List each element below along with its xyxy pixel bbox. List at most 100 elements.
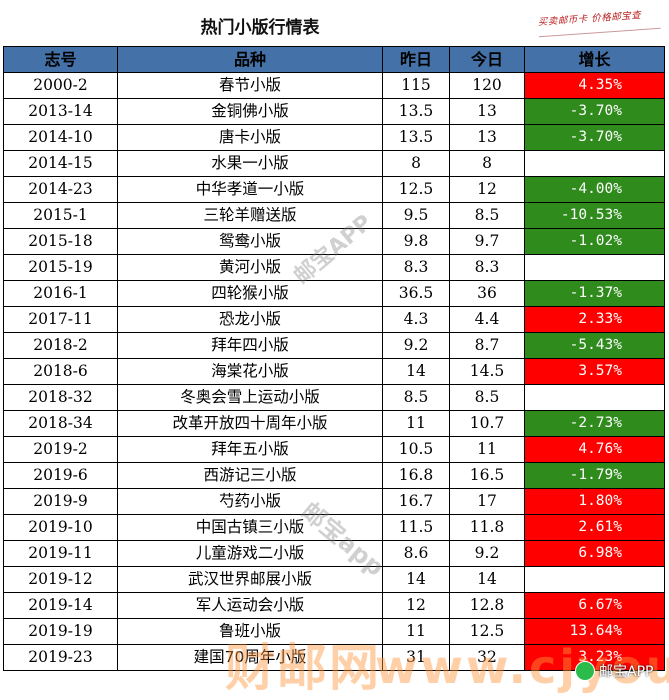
cell-yesterday: 115 <box>382 72 450 99</box>
cell-today: 4.4 <box>449 306 525 333</box>
cell-change <box>524 384 665 411</box>
table-row[interactable]: 2018-6 海棠花小版 14 14.5 3.57% <box>3 358 665 385</box>
table-body: 2000-2 春节小版 115 120 4.35% 2013-14 金铜佛小版 13.5 13-… <box>3 72 665 671</box>
cell-change: 2.61% <box>524 514 665 541</box>
cell-today: 8.5 <box>449 384 525 411</box>
cell-today: 11 <box>449 436 525 463</box>
table-row[interactable]: 2019-12 武汉世界邮展小版 14 14 <box>3 566 665 593</box>
table-row[interactable]: 2019-2 拜年五小版 10.5 11 4.76% <box>3 436 665 463</box>
price-table: 志号 品种 昨日 今日 增长 2000-2 春节小版 115 120 4.35% 2013… <box>3 46 665 671</box>
cell-today: 12.5 <box>449 618 525 645</box>
cell-change <box>524 150 665 177</box>
cell-today: 8 <box>449 150 525 177</box>
table-row[interactable]: 2013-14 金铜佛小版 13.5 13 -3.70% <box>3 98 665 125</box>
cell-name: 恐龙小版 <box>117 306 383 333</box>
header-change[interactable]: 增长 <box>524 46 665 73</box>
cell-name: 军人运动会小版 <box>117 592 383 619</box>
cell-name: 拜年五小版 <box>117 436 383 463</box>
table-row[interactable]: 2018-2 拜年四小版 9.2 8.7 -5.43% <box>3 332 665 359</box>
cell-change: 4.35% <box>524 72 665 99</box>
table-row[interactable]: 2019-11 儿童游戏二小版 8.6 9.2 6.98% <box>3 540 665 567</box>
table-row[interactable]: 2014-10 唐卡小版 13.5 13 -3.70% <box>3 124 665 151</box>
cell-name: 水果一小版 <box>117 150 383 177</box>
cell-yesterday: 12.5 <box>382 176 450 203</box>
cell-code: 2013-14 <box>3 98 118 125</box>
table-row[interactable]: 2015-1 三轮羊赠送版 9.5 8.5 -10.53% <box>3 202 665 229</box>
cell-name: 冬奥会雪上运动小版 <box>117 384 383 411</box>
cell-code: 2015-19 <box>3 254 118 281</box>
cell-code: 2019-2 <box>3 436 118 463</box>
cell-code: 2019-14 <box>3 592 118 619</box>
cell-change: 3.23% <box>524 644 665 671</box>
cell-yesterday: 9.8 <box>382 228 450 255</box>
header-code[interactable]: 志号 <box>3 46 118 73</box>
cell-today: 120 <box>449 72 525 99</box>
cell-today: 9.7 <box>449 228 525 255</box>
cell-today: 12 <box>449 176 525 203</box>
cell-yesterday: 9.5 <box>382 202 450 229</box>
sheet-title: 热门小版行情表 <box>200 17 320 38</box>
cell-name: 中华孝道一小版 <box>117 176 383 203</box>
seal-stamp: 买卖邮币卡 价格邮宝查 <box>537 5 661 38</box>
table-row[interactable]: 2016-1 四轮猴小版 36.5 36 -1.37% <box>3 280 665 307</box>
table-row[interactable]: 2000-2 春节小版 115 120 4.35% <box>3 72 665 99</box>
table-row[interactable]: 2019-6 西游记三小版 16.8 16.5 -1.79% <box>3 462 665 489</box>
cell-name: 唐卡小版 <box>117 124 383 151</box>
cell-code: 2015-1 <box>3 202 118 229</box>
table-row[interactable]: 2015-19 黄河小版 8.3 8.3 <box>3 254 665 281</box>
cell-change: -5.43% <box>524 332 665 359</box>
table-row[interactable]: 2019-19 鲁班小版 11 12.5 13.64% <box>3 618 665 645</box>
cell-change: 2.33% <box>524 306 665 333</box>
cell-code: 2014-10 <box>3 124 118 151</box>
cell-name: 鲁班小版 <box>117 618 383 645</box>
cell-change: 1.80% <box>524 488 665 515</box>
cell-yesterday: 10.5 <box>382 436 450 463</box>
header-yesterday[interactable]: 昨日 <box>382 46 450 73</box>
cell-yesterday: 9.2 <box>382 332 450 359</box>
cell-today: 8.7 <box>449 332 525 359</box>
cell-code: 2015-18 <box>3 228 118 255</box>
cell-change: -3.70% <box>524 124 665 151</box>
cell-code: 2019-11 <box>3 540 118 567</box>
cell-name: 武汉世界邮展小版 <box>117 566 383 593</box>
cell-yesterday: 14 <box>382 566 450 593</box>
cell-change: 6.98% <box>524 540 665 567</box>
table-row[interactable]: 2014-15 水果一小版 8 8 <box>3 150 665 177</box>
table-row[interactable]: 2018-32 冬奥会雪上运动小版 8.5 8.5 <box>3 384 665 411</box>
cell-change: 6.67% <box>524 592 665 619</box>
table-row[interactable]: 2014-23 中华孝道一小版 12.5 12 -4.00% <box>3 176 665 203</box>
cell-yesterday: 4.3 <box>382 306 450 333</box>
cell-today: 8.5 <box>449 202 525 229</box>
header-name[interactable]: 品种 <box>117 46 383 73</box>
cell-yesterday: 8 <box>382 150 450 177</box>
cell-name: 改革开放四十周年小版 <box>117 410 383 437</box>
badge-label: 邮宝APP <box>599 664 654 680</box>
cell-name: 金铜佛小版 <box>117 98 383 125</box>
cell-code: 2019-10 <box>3 514 118 541</box>
cell-yesterday: 36.5 <box>382 280 450 307</box>
cell-yesterday: 8.6 <box>382 540 450 567</box>
cell-change: -2.73% <box>524 410 665 437</box>
cell-name: 建国70周年小版 <box>117 644 383 671</box>
table-row[interactable]: 2015-18 鸳鸯小版 9.8 9.7 -1.02% <box>3 228 665 255</box>
cell-yesterday: 8.5 <box>382 384 450 411</box>
cell-yesterday: 8.3 <box>382 254 450 281</box>
table-row[interactable]: 2019-10 中国古镇三小版 11.5 11.8 2.61% <box>3 514 665 541</box>
cell-code: 2017-11 <box>3 306 118 333</box>
cell-yesterday: 16.7 <box>382 488 450 515</box>
cell-change: -4.00% <box>524 176 665 203</box>
cell-change: 13.64% <box>524 618 665 645</box>
cell-name: 中国古镇三小版 <box>117 514 383 541</box>
header-today[interactable]: 今日 <box>449 46 525 73</box>
table-row[interactable]: 2019-9 芍药小版 16.7 17 1.80% <box>3 488 665 515</box>
cell-name: 西游记三小版 <box>117 462 383 489</box>
cell-change <box>524 254 665 281</box>
cell-change: -10.53% <box>524 202 665 229</box>
cell-today: 32 <box>449 644 525 671</box>
table-row[interactable]: 2019-23 建国70周年小版 31 32 3.23% <box>3 644 665 671</box>
table-row[interactable]: 2018-34 改革开放四十周年小版 11 10.7 -2.73% <box>3 410 665 437</box>
cell-today: 16.5 <box>449 462 525 489</box>
table-row[interactable]: 2019-14 军人运动会小版 12 12.8 6.67% <box>3 592 665 619</box>
table-row[interactable]: 2017-11 恐龙小版 4.3 4.4 2.33% <box>3 306 665 333</box>
